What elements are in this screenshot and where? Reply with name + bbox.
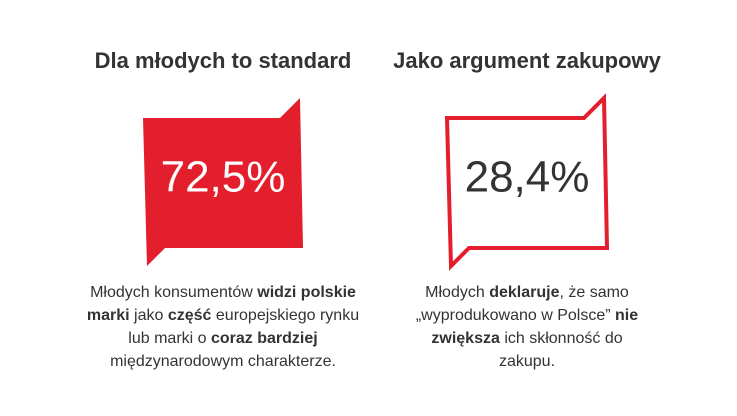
description-segment: coraz bardziej bbox=[211, 330, 318, 347]
panel-title: Jako argument zakupowy bbox=[393, 48, 662, 73]
description-segment: lub marki o bbox=[128, 330, 211, 347]
description-segment: nie bbox=[615, 307, 638, 324]
big-value: 28,4% bbox=[465, 153, 590, 202]
description-line: zwiększa ich skłonność do bbox=[431, 330, 622, 347]
panel-title: Dla młodych to standard bbox=[95, 48, 352, 73]
description-segment: zwiększa bbox=[431, 330, 500, 347]
description-line: międzynarodowym charakterze. bbox=[110, 353, 336, 370]
description-segment: deklaruje bbox=[489, 284, 559, 301]
description-segment: część bbox=[168, 307, 212, 324]
description-line: lub marki o coraz bardziej bbox=[128, 330, 317, 347]
description-segment: Młodych konsumentów bbox=[90, 284, 257, 301]
description-segment: widzi polskie bbox=[256, 284, 356, 301]
description-line: zakupu. bbox=[499, 353, 555, 370]
description-line: Młodych konsumentów widzi polskie bbox=[90, 284, 356, 301]
description-segment: „wyprodukowano w Polsce” bbox=[416, 307, 615, 324]
description-segment: ich skłonność do bbox=[500, 330, 623, 347]
description-line: Młodych deklaruje, że samo bbox=[425, 284, 629, 301]
ribbon-shape bbox=[143, 98, 303, 266]
description-line: marki jako część europejskiego rynku bbox=[87, 307, 359, 324]
description-segment: , że samo bbox=[559, 284, 628, 301]
description-segment: Młodych bbox=[425, 284, 489, 301]
description-segment: marki bbox=[87, 307, 130, 324]
description-segment: zakupu. bbox=[499, 353, 555, 370]
big-value: 72,5% bbox=[161, 153, 286, 202]
description-segment: europejskiego rynku bbox=[211, 307, 359, 324]
ribbon-shape bbox=[444, 93, 610, 271]
description-segment: jako bbox=[130, 307, 168, 324]
description-segment: międzynarodowym charakterze. bbox=[110, 353, 336, 370]
description-line: „wyprodukowano w Polsce” nie bbox=[416, 307, 638, 324]
